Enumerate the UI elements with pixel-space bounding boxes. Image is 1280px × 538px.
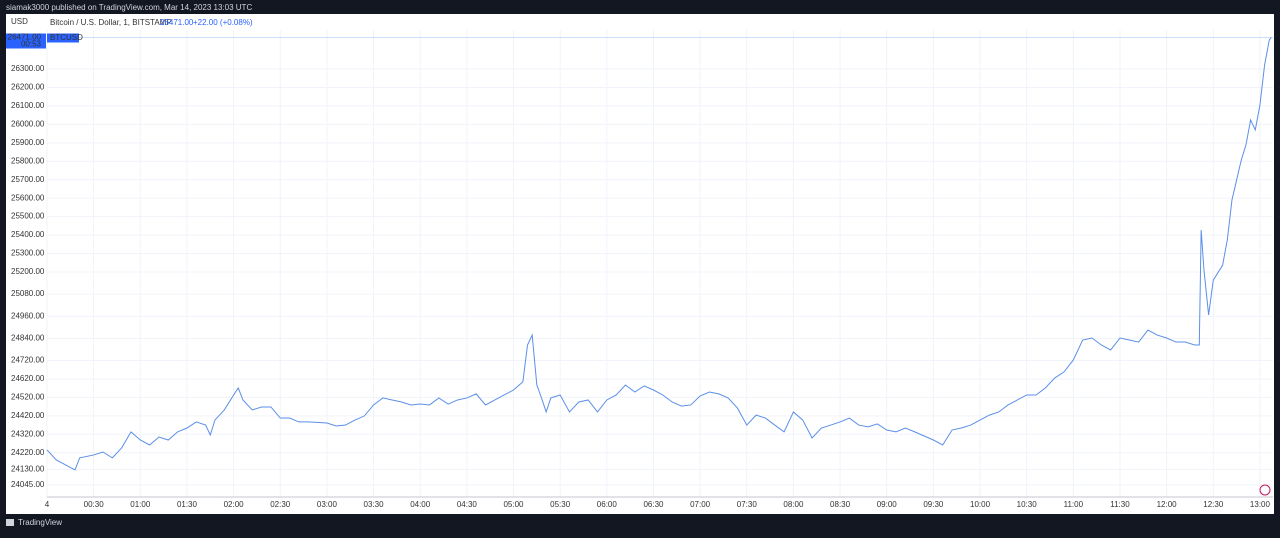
y-tick-label: 24220.00 <box>11 448 45 457</box>
footer: TradingView <box>6 518 62 527</box>
x-tick-label: 03:00 <box>317 500 338 509</box>
y-tick-label: 24620.00 <box>11 374 45 383</box>
y-tick-label: 24320.00 <box>11 429 45 438</box>
grid <box>46 30 1273 497</box>
x-tick-label: 08:30 <box>830 500 851 509</box>
y-tick-label: 26100.00 <box>11 101 45 110</box>
legend-name: Bitcoin / U.S. Dollar, 1, BITSTAMP <box>50 18 172 27</box>
x-tick-label: 06:00 <box>597 500 618 509</box>
y-tick-label: 26200.00 <box>11 83 45 92</box>
y-tick-label: 25800.00 <box>11 156 45 165</box>
symbol-label: BTCUSD <box>50 33 83 42</box>
y-tick-label: 26000.00 <box>11 119 45 128</box>
x-tick-label: 03:30 <box>364 500 385 509</box>
y-tick-label: 24520.00 <box>11 392 45 401</box>
x-tick-label: 02:30 <box>270 500 291 509</box>
x-tick-label: 02:00 <box>224 500 245 509</box>
legend-price: 26471.00 <box>160 18 194 27</box>
x-tick-label: 11:30 <box>1110 500 1130 509</box>
y-tick-label: 26300.00 <box>11 64 45 73</box>
y-tick-label: 25200.00 <box>11 267 45 276</box>
x-tick-label: 09:30 <box>923 500 944 509</box>
x-tick-label: 12:00 <box>1157 500 1178 509</box>
chart-area <box>6 14 1274 514</box>
y-tick-label: 25300.00 <box>11 249 45 258</box>
x-tick-label: 12:30 <box>1203 500 1224 509</box>
footer-brand: TradingView <box>18 518 62 527</box>
last-price-box <box>6 33 46 49</box>
header-title: siamak3000 published on TradingView.com,… <box>6 3 252 12</box>
x-tick-label: 4 <box>45 500 50 509</box>
countdown: 00:53 <box>21 40 42 49</box>
x-tick-label: 00:30 <box>84 500 105 509</box>
legend-change: +22.00 (+0.08%) <box>193 18 253 27</box>
x-tick-label: 13:00 <box>1250 500 1271 509</box>
last-price-label: 26471.00 <box>8 33 42 42</box>
x-tick-label: 10:30 <box>1017 500 1038 509</box>
x-tick-label: 09:00 <box>877 500 898 509</box>
x-tick-label: 11:00 <box>1064 500 1084 509</box>
x-tick-label: 05:30 <box>550 500 571 509</box>
x-tick-label: 01:30 <box>177 500 198 509</box>
symbol-tag <box>47 33 79 43</box>
x-tick-label: 06:30 <box>643 500 664 509</box>
y-tick-label: 25900.00 <box>11 138 45 147</box>
y-tick-label: 24130.00 <box>11 464 45 473</box>
x-tick-label: 10:00 <box>970 500 991 509</box>
y-tick-label: 24960.00 <box>11 311 45 320</box>
currency-label: USD <box>11 17 28 26</box>
y-tick-label: 25400.00 <box>11 230 45 239</box>
footer-logo <box>6 519 14 526</box>
y-tick-label: 24420.00 <box>11 411 45 420</box>
x-tick-label: 04:30 <box>457 500 478 509</box>
y-tick-label: 24045.00 <box>11 480 45 489</box>
x-tick-label: 01:00 <box>130 500 151 509</box>
y-tick-label: 25080.00 <box>11 289 45 298</box>
x-tick-label: 05:00 <box>503 500 524 509</box>
y-tick-label: 25500.00 <box>11 212 45 221</box>
y-tick-label: 24720.00 <box>11 356 45 365</box>
x-tick-label: 07:30 <box>737 500 758 509</box>
y-tick-label: 25700.00 <box>11 175 45 184</box>
x-tick-label: 07:00 <box>690 500 711 509</box>
y-tick-label: 24840.00 <box>11 333 45 342</box>
price-line <box>46 37 1272 471</box>
x-tick-label: 04:00 <box>410 500 431 509</box>
lightning-icon[interactable] <box>1259 484 1271 496</box>
y-tick-label: 25600.00 <box>11 193 45 202</box>
x-tick-label: 08:00 <box>783 500 804 509</box>
